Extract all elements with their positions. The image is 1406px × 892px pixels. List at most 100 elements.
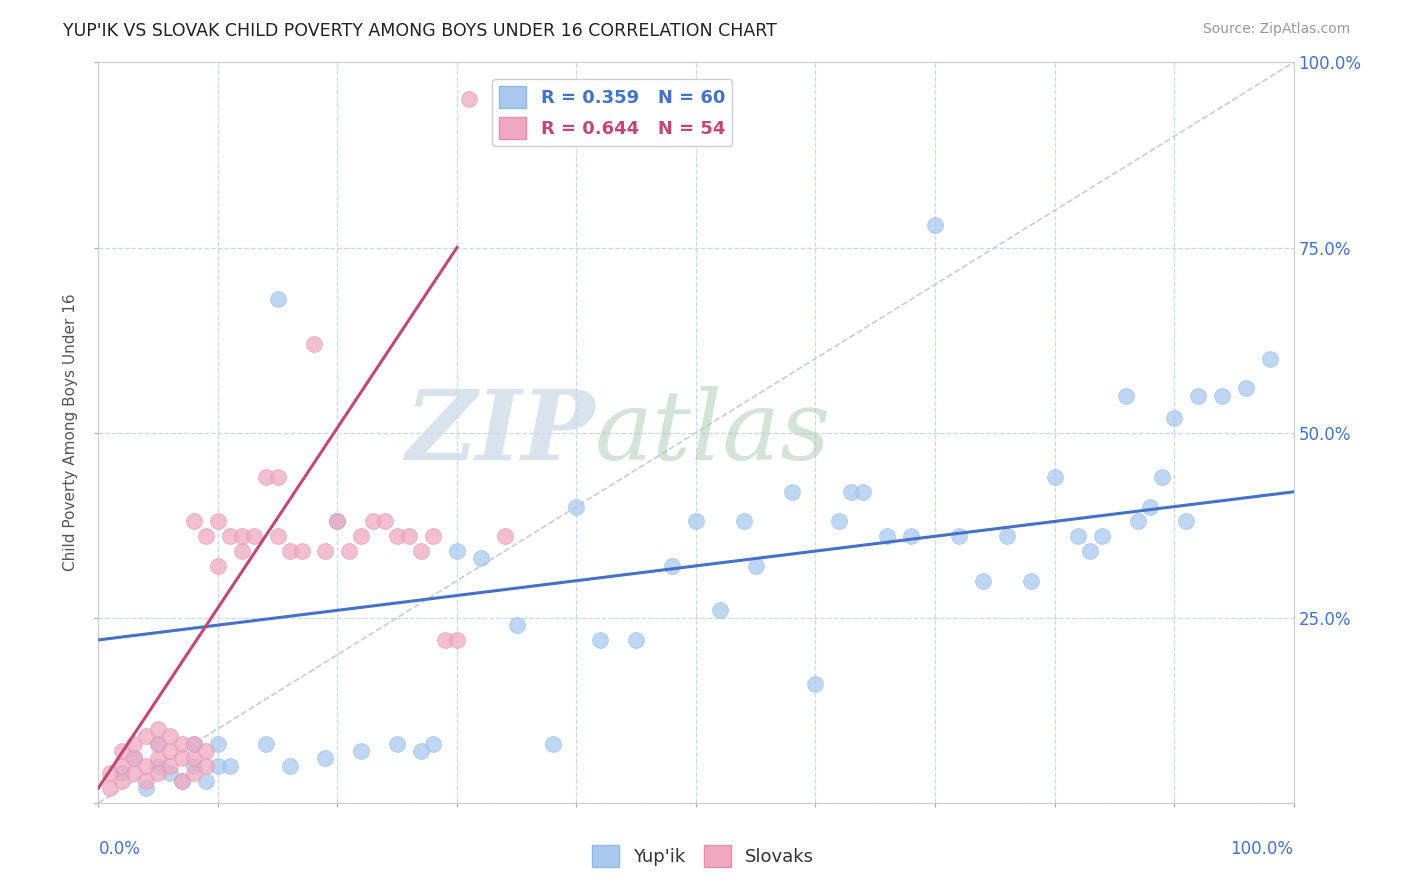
Point (1128, 515, 1150, 529)
Point (172, 773, 194, 788)
Point (231, 529, 253, 543)
Point (135, 729, 157, 743)
Point (745, 558, 768, 573)
Point (385, 737, 409, 751)
Point (124, 751, 146, 765)
Point (470, 551, 492, 566)
Point (302, 336, 325, 351)
Point (159, 766, 181, 780)
Point (995, 529, 1018, 543)
Point (1258, 351, 1281, 366)
Point (1115, 388, 1137, 402)
Point (183, 766, 205, 780)
Point (207, 558, 229, 573)
Point (98, 780, 122, 795)
Point (446, 544, 468, 558)
Point (183, 737, 205, 751)
Point (326, 515, 349, 529)
Point (541, 737, 564, 751)
Point (589, 632, 612, 647)
Point (195, 744, 218, 758)
Point (183, 758, 205, 772)
Point (135, 773, 157, 788)
Point (267, 529, 290, 543)
Point (828, 515, 851, 529)
Point (148, 737, 170, 751)
Point (148, 722, 170, 736)
Point (1163, 410, 1185, 425)
Point (626, 632, 648, 647)
Point (685, 515, 707, 529)
Point (385, 529, 409, 543)
Point (374, 515, 396, 529)
Point (183, 737, 205, 751)
Point (804, 677, 827, 691)
Point (172, 751, 194, 765)
Point (159, 758, 181, 772)
Point (709, 603, 731, 617)
Point (124, 737, 146, 751)
Point (1187, 388, 1209, 402)
Point (1211, 388, 1233, 402)
Point (124, 766, 146, 780)
Point (398, 529, 420, 543)
Point (207, 515, 229, 529)
Point (411, 744, 433, 758)
Point (972, 574, 994, 588)
Point (135, 758, 157, 772)
Point (948, 529, 970, 543)
Point (733, 515, 755, 529)
Point (1019, 574, 1042, 588)
Point (1067, 529, 1090, 543)
Point (219, 758, 242, 772)
Point (219, 529, 242, 543)
Text: atlas: atlas (595, 385, 831, 480)
Point (1091, 529, 1114, 543)
Text: Source: ZipAtlas.com: Source: ZipAtlas.com (1202, 22, 1350, 37)
Point (124, 751, 146, 765)
Point (254, 470, 277, 484)
Point (159, 744, 181, 758)
Point (111, 758, 134, 772)
Point (111, 744, 134, 758)
Point (231, 544, 253, 558)
Text: ZIP: ZIP (405, 385, 595, 480)
Point (494, 529, 516, 543)
Point (159, 729, 181, 743)
Point (350, 529, 373, 543)
Point (207, 737, 229, 751)
Point (661, 558, 683, 573)
Point (148, 737, 170, 751)
Point (326, 515, 349, 529)
Point (291, 544, 314, 558)
Point (148, 766, 170, 780)
Point (148, 751, 170, 765)
Point (111, 766, 134, 780)
Point (339, 544, 361, 558)
Point (1080, 544, 1102, 558)
Point (780, 484, 803, 499)
Point (315, 544, 337, 558)
Point (1175, 515, 1198, 529)
Point (98, 766, 122, 780)
Point (1234, 381, 1257, 395)
Legend: Yup'ik, Slovaks: Yup'ik, Slovaks (585, 838, 821, 874)
Point (315, 751, 337, 765)
Point (458, 92, 481, 106)
Point (267, 470, 290, 484)
Legend: R = 0.359   N = 60, R = 0.644   N = 54: R = 0.359 N = 60, R = 0.644 N = 54 (492, 78, 733, 146)
Point (411, 544, 433, 558)
Point (172, 773, 194, 788)
Point (1043, 470, 1066, 484)
Point (565, 500, 588, 514)
Text: 100.0%: 100.0% (1230, 840, 1294, 858)
Point (195, 773, 218, 788)
Point (363, 515, 385, 529)
Point (172, 737, 194, 751)
Point (900, 529, 922, 543)
Point (243, 529, 266, 543)
Point (852, 484, 875, 499)
Point (195, 758, 218, 772)
Point (1152, 470, 1174, 484)
Point (350, 744, 373, 758)
